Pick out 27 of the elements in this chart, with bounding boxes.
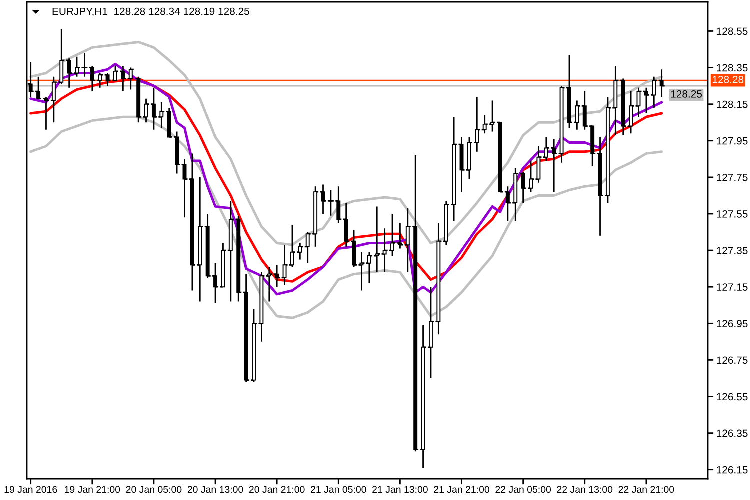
y-tick-label: 127.35 xyxy=(717,247,748,254)
y-tick-label: 127.75 xyxy=(717,174,748,182)
ref-line-label: 128.25 xyxy=(671,90,702,98)
y-tick-label: 128.35 xyxy=(717,64,748,72)
y-tick-label: 127.15 xyxy=(717,284,748,291)
x-tick-label: 21 Jan 13:00 xyxy=(372,486,428,494)
x-tick-label: 20 Jan 13:00 xyxy=(188,486,244,494)
x-tick-label: 21 Jan 05:00 xyxy=(311,486,366,494)
x-tick-label: 19 Jan 21:00 xyxy=(65,486,120,494)
y-tick-label: 127.55 xyxy=(717,210,748,218)
chart-title: EURJPY,H1 128.28 128.34 128.19 128.25 xyxy=(52,8,250,16)
x-tick-label: 22 Jan 13:00 xyxy=(557,486,613,494)
y-tick-label: 127.95 xyxy=(717,137,748,145)
x-tick-label: 21 Jan 21:00 xyxy=(434,486,490,494)
ref-line-label: 128.28 xyxy=(712,76,744,84)
x-tick-label: 22 Jan 05:00 xyxy=(496,486,552,494)
x-tick-label: 22 Jan 21:00 xyxy=(618,486,674,494)
y-tick-label: 126.15 xyxy=(717,466,748,474)
y-tick-label: 126.35 xyxy=(717,430,748,438)
x-tick-label: 20 Jan 21:00 xyxy=(249,486,305,494)
y-tick-label: 128.55 xyxy=(717,28,748,36)
x-tick-label: 20 Jan 05:00 xyxy=(126,486,182,494)
y-tick-label: 128.15 xyxy=(717,100,748,108)
y-tick-label: 126.55 xyxy=(717,393,748,401)
x-tick-label: 19 Jan 2016 xyxy=(4,486,58,494)
y-tick-label: 126.75 xyxy=(717,356,748,364)
y-tick-label: 126.95 xyxy=(717,320,748,328)
